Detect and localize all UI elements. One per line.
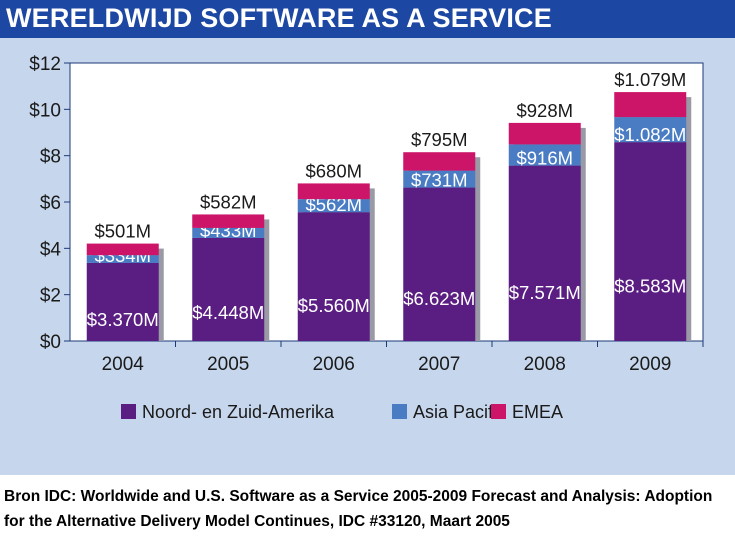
x-tick-label: 2006	[313, 354, 355, 375]
data-label: $1.079M	[614, 69, 686, 90]
x-tick-label: 2007	[418, 354, 460, 375]
x-tick-label: 2009	[629, 354, 671, 375]
data-label: $731M	[411, 170, 468, 191]
bar-segment	[297, 183, 370, 200]
x-tick-label: 2008	[524, 354, 566, 375]
y-tick-label: $0	[40, 332, 61, 353]
data-label: $6.623M	[403, 288, 475, 309]
y-tick-label: $4	[40, 239, 62, 260]
legend-swatch	[121, 404, 136, 419]
data-label: $7.571M	[509, 282, 581, 303]
bar-segment	[297, 199, 370, 213]
y-tick-label: $10	[29, 100, 61, 121]
bar-segment	[403, 152, 476, 171]
bar-segment	[614, 117, 687, 143]
y-tick-label: $6	[40, 193, 61, 214]
bar-segment	[192, 214, 265, 228]
bar-segment	[508, 122, 581, 145]
bar-segment	[297, 212, 370, 341]
bar-segment	[614, 92, 687, 118]
bar-segment	[192, 237, 265, 341]
data-label: $916M	[516, 148, 573, 169]
y-tick-label: $8	[40, 147, 61, 168]
bar-segment	[192, 227, 265, 238]
bar-segment	[86, 243, 159, 256]
data-label: $795M	[411, 129, 468, 150]
legend-label: Asia Pacific	[413, 402, 506, 422]
x-tick-label: 2005	[207, 354, 249, 375]
data-label: $3.370M	[87, 309, 159, 330]
data-label: $928M	[516, 100, 573, 121]
data-label: $582M	[200, 191, 257, 212]
data-label: $5.560M	[298, 295, 370, 316]
bar-segment	[614, 142, 687, 341]
legend-swatch	[491, 404, 506, 419]
plot-area	[69, 62, 704, 342]
source-line-1: Bron IDC: Worldwide and U.S. Software as…	[4, 488, 713, 505]
bar-segment	[508, 165, 581, 341]
data-label: $4.448M	[192, 302, 264, 323]
bar-segment	[86, 255, 159, 263]
data-label: $8.583M	[614, 275, 686, 296]
legend-swatch	[392, 404, 407, 419]
chart-panel: $0 $2 $4 $6 $8 $10 $12 2004 $3.370M $334M $501M 200…	[0, 38, 735, 475]
legend-label: Noord- en Zuid-Amerika	[142, 402, 335, 422]
bar-segment	[86, 262, 159, 341]
bar-segment	[508, 144, 581, 166]
source-citation: Bron IDC: Worldwide and U.S. Software as…	[4, 484, 732, 534]
source-line-2: for the Alternative Delivery Model Conti…	[4, 513, 510, 530]
bar-segment	[403, 170, 476, 188]
data-label: $1.082M	[614, 124, 686, 145]
y-tick-label: $2	[40, 286, 61, 307]
data-label: $562M	[305, 194, 362, 215]
chart-title: WERELDWIJD SOFTWARE AS A SERVICE	[6, 3, 552, 33]
bar-segment	[403, 187, 476, 341]
legend-label: EMEA	[512, 402, 563, 422]
stacked-bar-chart: $0$2$4$6$8$10$122004$3.370M$334M$501M200…	[29, 54, 704, 422]
y-tick-label: $12	[29, 54, 61, 75]
data-label: $501M	[94, 221, 151, 242]
title-bar: WERELDWIJD SOFTWARE AS A SERVICE	[0, 0, 735, 38]
x-tick-label: 2004	[102, 354, 145, 375]
data-label: $680M	[305, 160, 362, 181]
